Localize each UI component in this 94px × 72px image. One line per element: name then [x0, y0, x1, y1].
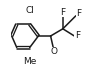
- Text: Cl: Cl: [25, 6, 34, 15]
- Text: F: F: [60, 8, 65, 17]
- Text: Me: Me: [23, 57, 36, 66]
- Text: O: O: [51, 47, 58, 56]
- Text: F: F: [76, 9, 81, 18]
- Text: F: F: [75, 32, 80, 40]
